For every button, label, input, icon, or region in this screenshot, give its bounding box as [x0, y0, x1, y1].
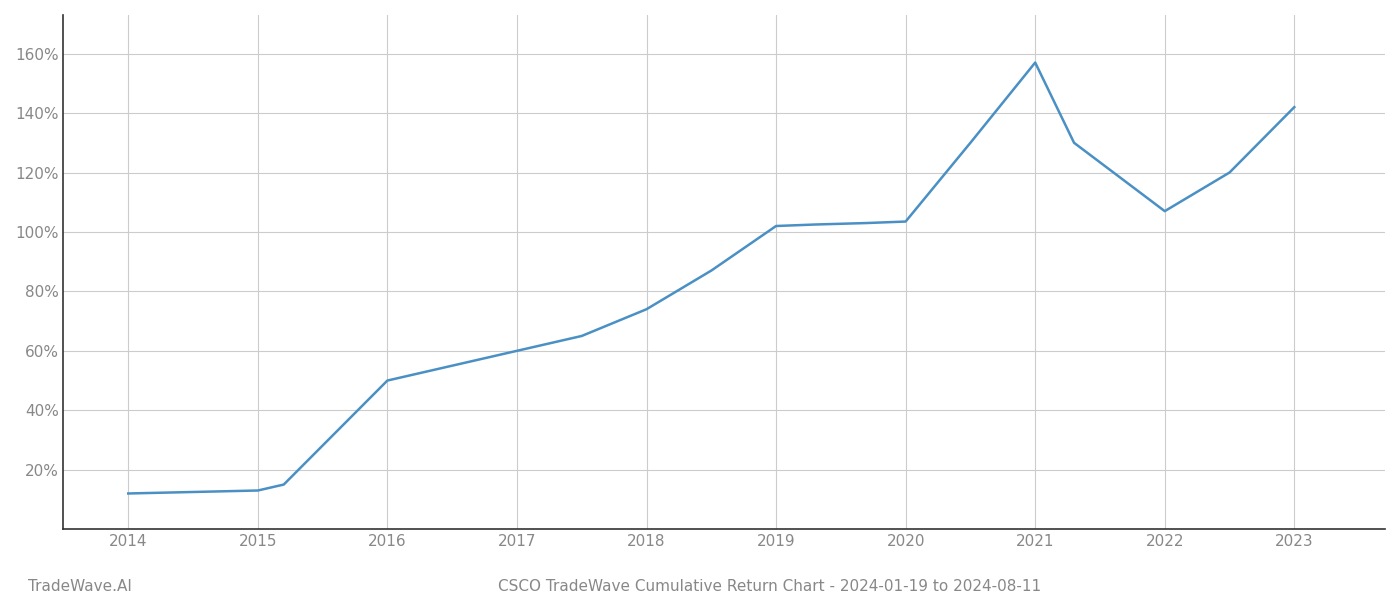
Text: CSCO TradeWave Cumulative Return Chart - 2024-01-19 to 2024-08-11: CSCO TradeWave Cumulative Return Chart -…: [498, 579, 1042, 594]
Text: TradeWave.AI: TradeWave.AI: [28, 579, 132, 594]
